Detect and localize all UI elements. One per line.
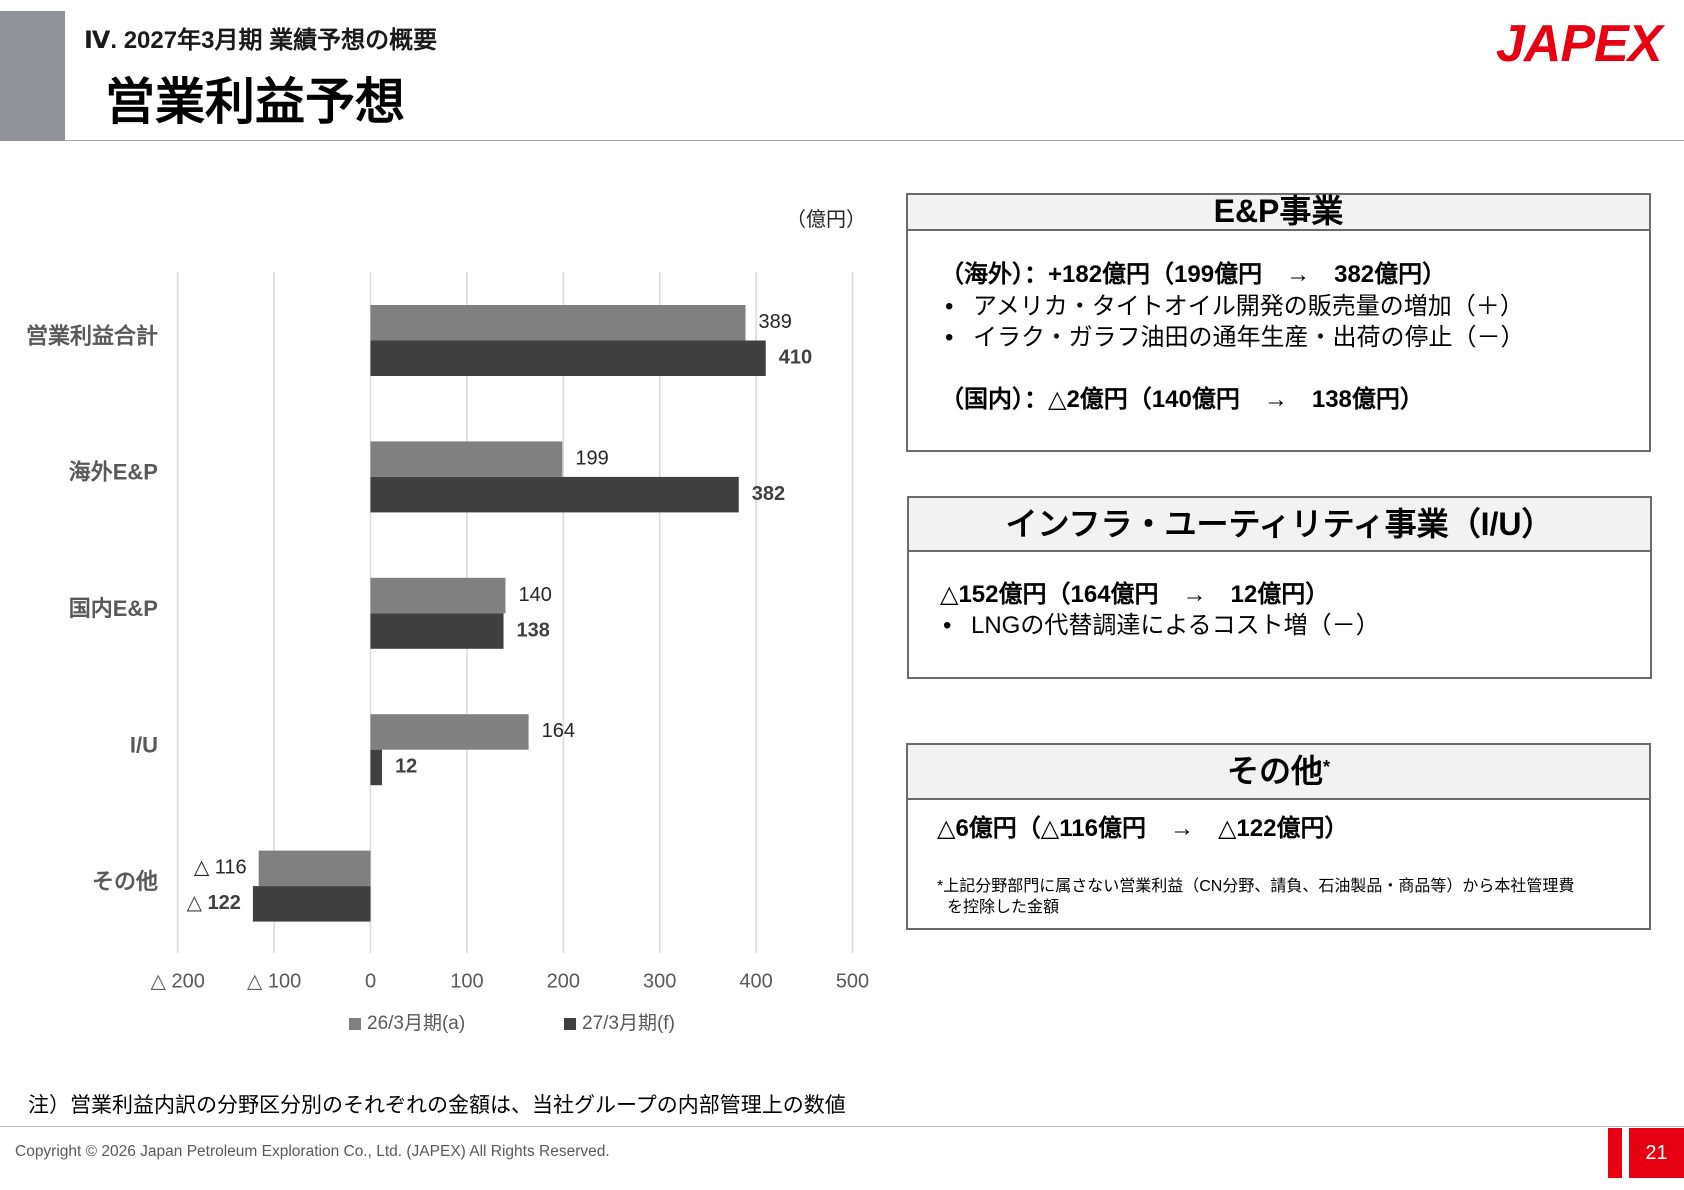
bar — [258, 850, 371, 887]
x-tick-label: 500 — [836, 970, 869, 992]
x-tick-label: △ 100 — [247, 970, 301, 992]
data-label: 12 — [395, 756, 417, 778]
iu-business-box: インフラ・ユーティリティ事業（I/U） △152億円（164億円 → 12億円）… — [907, 496, 1652, 679]
bar — [370, 340, 766, 376]
other-business-title: その他 — [1226, 753, 1323, 789]
bar — [252, 886, 371, 922]
x-tick-label: 300 — [643, 970, 676, 992]
x-tick-label: △ 200 — [151, 970, 205, 992]
other-footnote-line: を控除した金額 — [947, 899, 1060, 916]
other-summary: △6億円（△116億円 → △122億円） — [937, 815, 1349, 842]
x-tick-label: 400 — [739, 970, 772, 992]
iu-bullet-item: LNGの代替調達によるコスト増（－） — [943, 611, 1380, 641]
legend-label: 26/3月期(a) — [367, 1012, 465, 1034]
page-title: 営業利益予想 — [105, 74, 405, 130]
other-footnote-line: *上記分野部門に属さない営業利益（CN分野、請負、石油製品・商品等）から本社管理… — [937, 878, 1575, 895]
other-business-title-bar: その他* — [908, 745, 1649, 800]
chart-unit-label: （億円） — [786, 209, 866, 231]
ep-bullet-item: アメリカ・タイトオイル開発の販売量の増加（＋） — [945, 292, 1524, 322]
data-label: 199 — [575, 447, 608, 469]
ep-bullet-item: イラク・ガラフ油田の通年生産・出荷の停止（－） — [945, 323, 1525, 353]
ep-domestic-summary: （国内）：△2億円（140億円 → 138億円） — [940, 386, 1424, 413]
iu-business-title: インフラ・ユーティリティ事業（I/U） — [909, 498, 1650, 552]
data-label: 164 — [542, 720, 575, 742]
other-business-box: その他* △6億円（△116億円 → △122億円） *上記分野部門に属さない営… — [906, 743, 1651, 930]
bar — [370, 305, 746, 341]
ep-overseas-summary: （海外）：+182億円（199億円 → 382億円） — [940, 261, 1447, 288]
bar — [370, 714, 529, 750]
legend-swatch — [564, 1018, 576, 1030]
x-tick-label: 100 — [450, 970, 483, 992]
category-label: その他 — [92, 869, 158, 894]
operating-profit-chart: △ 200 △ 100 0 100 200 300 400 500 営業利益合計 389 410 海外… — [26, 272, 869, 1034]
data-label: 410 — [779, 347, 812, 369]
bar — [370, 577, 506, 614]
data-label: 382 — [752, 483, 785, 505]
x-tick-label: 200 — [547, 970, 580, 992]
data-label: 389 — [758, 311, 791, 333]
legend-swatch — [349, 1018, 361, 1030]
bar — [370, 441, 563, 477]
data-label: △ 122 — [187, 892, 241, 914]
ep-business-title: E&P事業 — [908, 195, 1649, 231]
bar — [370, 613, 504, 649]
x-tick-label: 0 — [365, 970, 376, 992]
footnote-mark: * — [1323, 757, 1331, 777]
data-note: 注）営業利益内訳の分野区分別のそれぞれの金額は、当社グループの内部管理上の数値 — [28, 1094, 846, 1117]
category-label: 海外E&P — [69, 460, 158, 485]
iu-summary: △152億円（164億円 → 12億円） — [940, 581, 1330, 608]
page-number: 21 — [1629, 1128, 1684, 1178]
bar — [370, 476, 739, 513]
footer-divider — [0, 1126, 1684, 1127]
header-accent-bar — [0, 11, 65, 141]
legend-label: 27/3月期(f) — [582, 1012, 675, 1034]
data-label: 140 — [518, 584, 551, 606]
header-divider — [65, 140, 1684, 141]
ep-business-box: E&P事業 （海外）：+182億円（199億円 → 382億円） アメリカ・タイ… — [906, 193, 1651, 452]
data-label: 138 — [517, 619, 550, 641]
category-label: 営業利益合計 — [26, 323, 158, 348]
category-label: 国内E&P — [69, 596, 158, 621]
section-heading: Ⅳ. 2027年3月期 業績予想の概要 — [84, 27, 438, 54]
category-label: I/U — [130, 733, 158, 758]
japex-logo: JAPEX — [1496, 15, 1663, 73]
page-accent-bar — [1608, 1128, 1622, 1178]
data-label: △ 116 — [194, 857, 247, 879]
copyright-text: Copyright © 2026 Japan Petroleum Explora… — [15, 1143, 610, 1160]
bar — [370, 749, 383, 786]
